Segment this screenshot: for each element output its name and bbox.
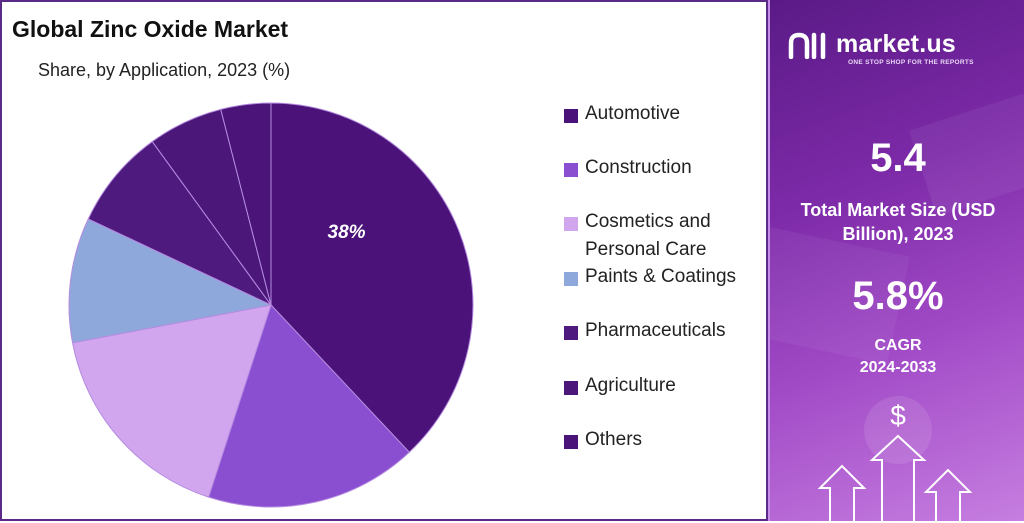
legend-swatch [564, 326, 578, 340]
legend-item: Others [564, 429, 764, 454]
legend-item: Construction [564, 157, 764, 182]
market-size-label: Total Market Size (USD Billion), 2023 [800, 200, 996, 244]
legend-swatch [564, 381, 578, 395]
stats-panel: market.us ONE STOP SHOP FOR THE REPORTS … [768, 0, 1024, 521]
market-size-value: 5.4 [870, 136, 926, 180]
dollar-icon: $ [890, 400, 906, 431]
cagr-value: 5.8% [852, 274, 944, 318]
legend-item: Pharmaceuticals [564, 320, 764, 345]
brand-logo: market.us [788, 30, 956, 59]
legend-swatch [564, 217, 578, 231]
background-decoration [770, 93, 1024, 521]
legend-label: Construction [585, 157, 692, 178]
legend-swatch [564, 435, 578, 449]
pie-data-label: 38% [328, 222, 366, 243]
pie-slice-pharmaceuticals [87, 140, 272, 306]
pie-slice-construction [207, 304, 410, 508]
chart-subtitle: Share, by Application, 2023 (%) [38, 60, 291, 80]
legend-label: Agriculture [585, 375, 676, 396]
brand-name: market.us [836, 30, 956, 58]
pie-slice-cosmetics-and-personal-care [71, 304, 272, 498]
legend-item: Cosmetics and Personal Care [564, 211, 764, 264]
chart-title: Global Zinc Oxide Market [12, 16, 289, 42]
pie-slice-automotive [270, 102, 474, 453]
legend-label: Automotive [585, 103, 681, 124]
legend-label: Cosmetics and Personal Care [585, 211, 711, 260]
pie-chart: 38% [68, 102, 474, 508]
brand-tagline: ONE STOP SHOP FOR THE REPORTS [848, 59, 974, 66]
legend-swatch [564, 272, 578, 286]
market-us-logo-icon [788, 32, 826, 59]
legend-label: Paints & Coatings [585, 266, 737, 287]
growth-arrows-icon [817, 434, 973, 521]
legend-item: Agriculture [564, 375, 764, 400]
legend-label: Others [585, 429, 643, 450]
cagr-label: CAGR [874, 337, 922, 354]
legend-label: Pharmaceuticals [585, 320, 726, 341]
legend-item: Automotive [564, 103, 764, 128]
legend-swatch [564, 163, 578, 177]
chart-panel: Global Zinc Oxide Market Share, by Appli… [0, 0, 768, 521]
pie-slice-paints-coatings [68, 218, 273, 344]
legend-swatch [564, 109, 578, 123]
legend-item: Paints & Coatings [564, 266, 764, 291]
cagr-period: 2024-2033 [859, 359, 937, 376]
pie-slice-others [220, 102, 272, 306]
